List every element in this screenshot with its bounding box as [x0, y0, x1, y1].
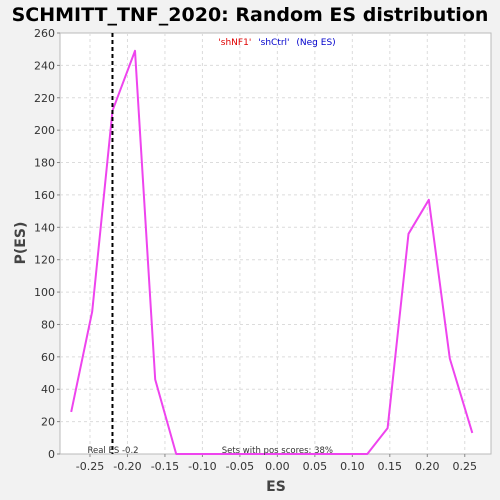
x-tick-label: 0.20 [415, 460, 440, 473]
plot-area [59, 32, 492, 455]
y-tick-label: 40 [41, 383, 55, 396]
y-tick-label: 20 [41, 416, 55, 429]
y-axis: 0 20 40 60 80 100 120 140 160 180 200 220 240 260 [34, 27, 60, 461]
y-tick-label: 220 [34, 92, 55, 105]
legend-entry-shctrl: 'shCtrl' [258, 38, 289, 48]
x-tick-label: -0.10 [188, 460, 216, 473]
x-tick-label: 0.00 [265, 460, 290, 473]
x-tick-label: 0.25 [453, 460, 478, 473]
y-tick-label: 260 [34, 27, 55, 40]
y-tick-label: 140 [34, 221, 55, 234]
legend-entry-shnf1: 'shNF1' [218, 38, 251, 48]
x-tick-label: -0.15 [151, 460, 179, 473]
pos-scores-annotation: Sets with pos scores: 38% [222, 446, 333, 456]
x-axis: -0.25 -0.20 -0.15 -0.10 -0.05 0.00 0.05 0.10 0.1… [76, 454, 477, 473]
x-tick-label: -0.05 [226, 460, 254, 473]
y-tick-label: 180 [34, 157, 55, 170]
x-tick-label: 0.10 [340, 460, 365, 473]
grid [60, 33, 491, 454]
y-tick-label: 80 [41, 318, 55, 331]
x-axis-label: ES [266, 479, 286, 495]
legend: 'shNF1' 'shCtrl' (Neg ES) [218, 38, 335, 48]
y-axis-label: P(ES) [13, 222, 29, 265]
series-line [70, 49, 474, 455]
y-tick-label: 160 [34, 189, 55, 202]
x-tick-label: -0.20 [113, 460, 141, 473]
real-es-label: Real ES -0.2 [87, 446, 138, 456]
legend-entry-neg-es: (Neg ES) [296, 38, 335, 48]
y-tick-label: 100 [34, 286, 55, 299]
x-tick-label: -0.25 [76, 460, 104, 473]
y-tick-label: 120 [34, 254, 55, 267]
series-layer [70, 49, 474, 455]
x-tick-label: 0.05 [303, 460, 328, 473]
y-tick-label: 200 [34, 124, 55, 137]
y-tick-label: 240 [34, 59, 55, 72]
chart-title: SCHMITT_TNF_2020: Random ES distribution [12, 4, 489, 26]
y-tick-label: 0 [48, 448, 55, 461]
x-tick-label: 0.15 [378, 460, 403, 473]
y-tick-label: 60 [41, 351, 55, 364]
